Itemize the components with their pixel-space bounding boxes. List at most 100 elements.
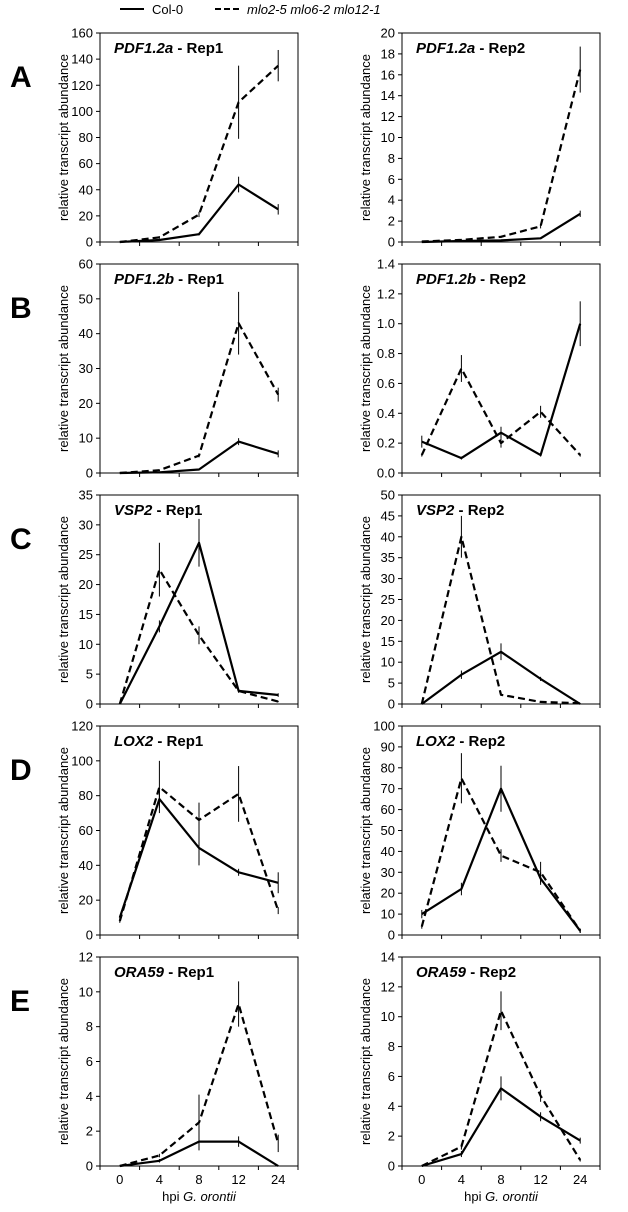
x-tick-label: 0 [116, 1172, 123, 1187]
x-tick-label: 24 [271, 1172, 285, 1187]
x-tick-label: 8 [497, 1172, 504, 1187]
y-tick-label: 18 [381, 46, 395, 61]
y-tick-label: 14 [381, 88, 395, 103]
y-tick-label: 4 [388, 1099, 395, 1114]
y-tick-label: 40 [381, 844, 395, 859]
series-line-col0 [118, 541, 279, 705]
y-axis-label: relative transcript abundance [56, 285, 71, 452]
y-tick-label: 30 [79, 517, 93, 532]
panel-title: PDF1.2b - Rep2 [416, 271, 526, 288]
y-tick-label: 14 [381, 950, 395, 965]
y-tick-label: 4 [86, 1089, 93, 1104]
y-tick-label: 0.6 [377, 376, 395, 391]
y-axis-label: relative transcript abundance [358, 54, 373, 221]
plot-frame [401, 32, 601, 243]
y-tick-label: 5 [86, 667, 93, 682]
y-tick-label: 60 [79, 257, 93, 272]
y-tick-label: 6 [86, 1054, 93, 1069]
panel-title: ORA59 - Rep1 [114, 964, 214, 981]
x-tick-label: 0 [418, 1172, 425, 1187]
y-tick-label: 120 [71, 719, 93, 734]
chart-b-1: 0 10 20 30 40 50 60 relative transcript abundan… [56, 257, 299, 481]
legend-item-mutant: mlo2-5 mlo6-2 mlo12-1 [215, 0, 381, 18]
y-tick-label: 0 [388, 928, 395, 943]
x-axis-label: hpi G. orontii [464, 1189, 539, 1204]
y-tick-label: 120 [71, 78, 93, 93]
y-tick-label: 20 [79, 396, 93, 411]
y-tick-label: 10 [381, 655, 395, 670]
y-tick-label: 80 [79, 130, 93, 145]
panel-title-gene: LOX2 [114, 733, 154, 750]
panel-title: PDF1.2b - Rep1 [114, 271, 224, 288]
y-tick-label: 90 [381, 739, 395, 754]
x-axis-label-prefix: hpi [464, 1189, 485, 1204]
panel-title: LOX2 - Rep1 [114, 733, 203, 750]
x-axis-label-species: G. orontii [183, 1189, 237, 1204]
x-tick-label: 12 [533, 1172, 547, 1187]
y-tick-label: 15 [381, 634, 395, 649]
panel-title: ORA59 - Rep2 [416, 964, 516, 981]
plot-frame [401, 263, 601, 474]
x-tick-label: 12 [231, 1172, 245, 1187]
plot-frame [401, 956, 601, 1167]
x-tick-label: 8 [195, 1172, 202, 1187]
y-tick-label: 8 [86, 1019, 93, 1034]
y-tick-label: 10 [381, 907, 395, 922]
y-tick-label: 50 [381, 823, 395, 838]
panel-title-gene: PDF1.2a [114, 40, 173, 57]
y-axis-label: relative transcript abundance [358, 747, 373, 914]
y-tick-label: 100 [71, 753, 93, 768]
panel-title: VSP2 - Rep1 [114, 502, 202, 519]
y-tick-label: 0 [86, 466, 93, 481]
y-axis-label: relative transcript abundance [56, 516, 71, 683]
y-tick-label: 140 [71, 52, 93, 67]
legend-label-col0: Col-0 [152, 1, 184, 17]
y-tick-label: 10 [381, 1009, 395, 1024]
y-tick-label: 50 [381, 488, 395, 503]
panel-title-rep: - Rep1 [164, 964, 214, 981]
y-tick-label: 1.0 [377, 316, 395, 331]
x-axis-label-prefix: hpi [162, 1189, 183, 1204]
legend-solid-line-swatch [120, 8, 144, 10]
panel-letter-a: A [10, 61, 32, 94]
y-tick-label: 60 [79, 156, 93, 171]
chart-c-2: 0 5 10 15 20 25 30 35 40 45 50 relative transcript … [358, 488, 601, 712]
plot-frame [401, 725, 601, 936]
y-axis-label: relative transcript abundance [56, 54, 71, 221]
panel-letter-d: D [10, 754, 32, 787]
plot-frame [99, 32, 299, 243]
panel-title-gene: PDF1.2b [416, 271, 476, 288]
series-line-mutant [119, 64, 279, 244]
legend-label-mutant: mlo2-5 mlo6-2 mlo12-1 [247, 1, 381, 17]
series-line-mutant [420, 777, 582, 932]
y-tick-label: 60 [381, 802, 395, 817]
panel-letter-e: E [10, 985, 30, 1018]
panel-letter-c: C [10, 523, 32, 556]
chart-b-2: 0.0 0.2 0.4 0.6 0.8 1.0 1.2 1.4 relative transcr… [358, 257, 601, 481]
panel-title: PDF1.2a - Rep2 [416, 40, 525, 57]
y-tick-label: 30 [381, 571, 395, 586]
chart-a-2: 0 2 4 6 8 10 12 14 16 18 20 relative transcript abu… [358, 26, 601, 250]
series-line-mutant [421, 69, 582, 243]
plot-frame [401, 494, 601, 705]
panel-title-rep: - Rep1 [173, 40, 223, 57]
y-tick-label: 0 [86, 1159, 93, 1174]
panel-title-rep: - Rep2 [466, 964, 516, 981]
y-tick-label: 40 [381, 529, 395, 544]
y-tick-label: 10 [79, 984, 93, 999]
y-tick-label: 15 [79, 607, 93, 622]
x-axis-label: hpi G. orontii [162, 1189, 237, 1204]
y-tick-label: 25 [79, 547, 93, 562]
y-tick-label: 5 [388, 676, 395, 691]
y-axis-label: relative transcript abundance [358, 978, 373, 1145]
y-axis-label: relative transcript abundance [358, 516, 373, 683]
y-tick-label: 0 [86, 928, 93, 943]
series-line-mutant [119, 322, 280, 475]
y-tick-label: 25 [381, 592, 395, 607]
y-tick-label: 1.4 [377, 257, 395, 272]
y-tick-label: 10 [79, 637, 93, 652]
y-tick-label: 12 [381, 979, 395, 994]
